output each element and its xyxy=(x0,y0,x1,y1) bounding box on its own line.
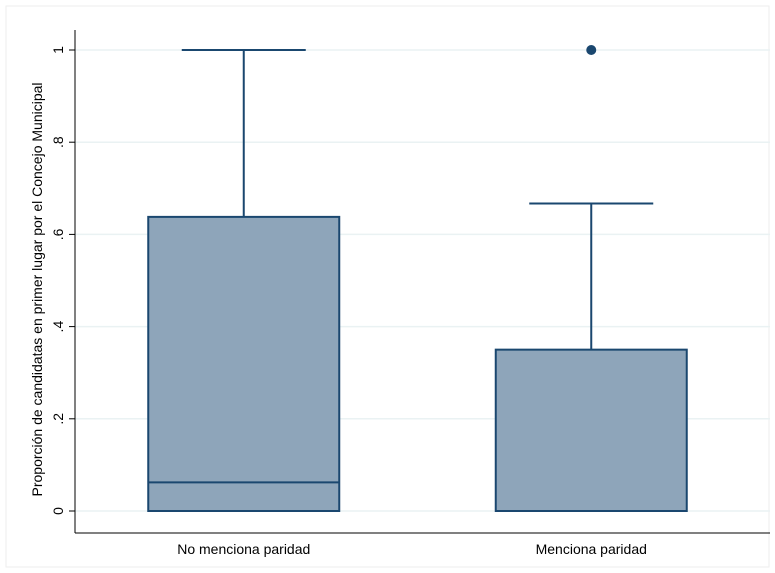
y-tick-label: .4 xyxy=(50,321,66,333)
boxes xyxy=(147,45,688,513)
outlier-point xyxy=(586,45,597,55)
labels: 0 .2 .4 .6 .8 1 No menciona paridad Menciona pa… xyxy=(50,46,647,557)
x-category-label: Menciona paridad xyxy=(536,541,647,557)
y-tick-label: .8 xyxy=(50,136,66,148)
outer-frame xyxy=(5,5,770,568)
y-tick-label: 1 xyxy=(50,46,66,54)
x-category-label: No menciona paridad xyxy=(177,541,310,557)
y-tick-label: 0 xyxy=(50,507,66,515)
axes xyxy=(74,30,770,534)
y-tick-label: .2 xyxy=(50,413,66,425)
iqr-box xyxy=(494,348,688,512)
y-axis-title: Proporción de candidatas en primer lugar… xyxy=(29,82,45,496)
y-tick-label: .6 xyxy=(50,228,66,240)
iqr-box xyxy=(147,215,341,513)
